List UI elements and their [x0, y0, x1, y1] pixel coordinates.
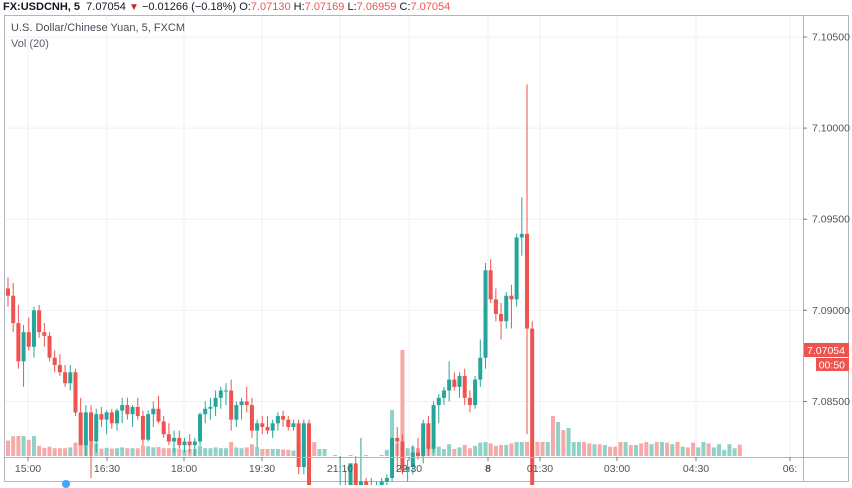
time-axis-label: 21:10: [327, 463, 353, 475]
volume-histogram: [6, 350, 742, 456]
time-axis[interactable]: 15:00 16:30 18:00 19:30 21:10 22:30 8 01:30 03:0…: [15, 457, 797, 475]
time-axis-label: 8: [485, 463, 491, 475]
current-price-tag: 7.07054 00:50: [804, 343, 849, 372]
price-change: −0.01266 (−0.18%): [141, 1, 237, 13]
price-axis-label: 7.10000: [812, 123, 850, 135]
scroll-indicator-icon[interactable]: [62, 480, 70, 488]
series-title: U.S. Dollar/Chinese Yuan, 5, FXCM: [11, 22, 186, 34]
grid-lines: [5, 16, 803, 457]
time-axis-label: 03:00: [604, 463, 630, 475]
triangle-down-icon: ▼: [128, 2, 139, 13]
last-price: 7.07054: [86, 1, 126, 13]
low-label: L:: [347, 1, 357, 13]
time-axis-label: 01:30: [527, 463, 553, 475]
low-value: 7.06959: [356, 1, 397, 13]
high-label: H:: [293, 1, 305, 13]
symbol-name: FX:USDCNH, 5: [3, 1, 81, 13]
time-axis-label: 15:00: [15, 463, 41, 475]
time-axis-label: 04:30: [683, 463, 709, 475]
time-axis-label: 19:30: [249, 463, 275, 475]
volume-indicator-label[interactable]: Vol (20): [11, 38, 49, 50]
high-value: 7.07169: [304, 1, 345, 13]
chart-frame: [4, 15, 849, 482]
countdown-tag-text: 00:50: [819, 360, 845, 372]
time-axis-label: 18:00: [171, 463, 197, 475]
time-axis-label: 16:30: [94, 463, 120, 475]
open-label: O:: [239, 1, 251, 13]
chart-legend: U.S. Dollar/Chinese Yuan, 5, FXCM Vol (2…: [11, 20, 185, 52]
close-label: C:: [399, 1, 411, 13]
candlestick-series: [6, 84, 535, 485]
current-price-tag-text: 7.07054: [807, 345, 845, 357]
price-axis[interactable]: 7.105007.100007.095007.090007.085007.080…: [803, 32, 850, 486]
price-axis-label: 7.10500: [812, 32, 850, 44]
price-axis-label: 7.09500: [812, 214, 850, 226]
time-axis-label: 22:30: [396, 463, 422, 475]
open-value: 7.07130: [250, 1, 291, 13]
price-axis-label: 7.09000: [812, 305, 850, 317]
time-axis-label: 06:: [783, 463, 798, 475]
price-axis-label: 7.08500: [812, 396, 850, 408]
close-value: 7.07054: [410, 1, 451, 13]
symbol-header: FX:USDCNH, 5 7.07054 ▼ −0.01266 (−0.18%)…: [3, 1, 450, 13]
